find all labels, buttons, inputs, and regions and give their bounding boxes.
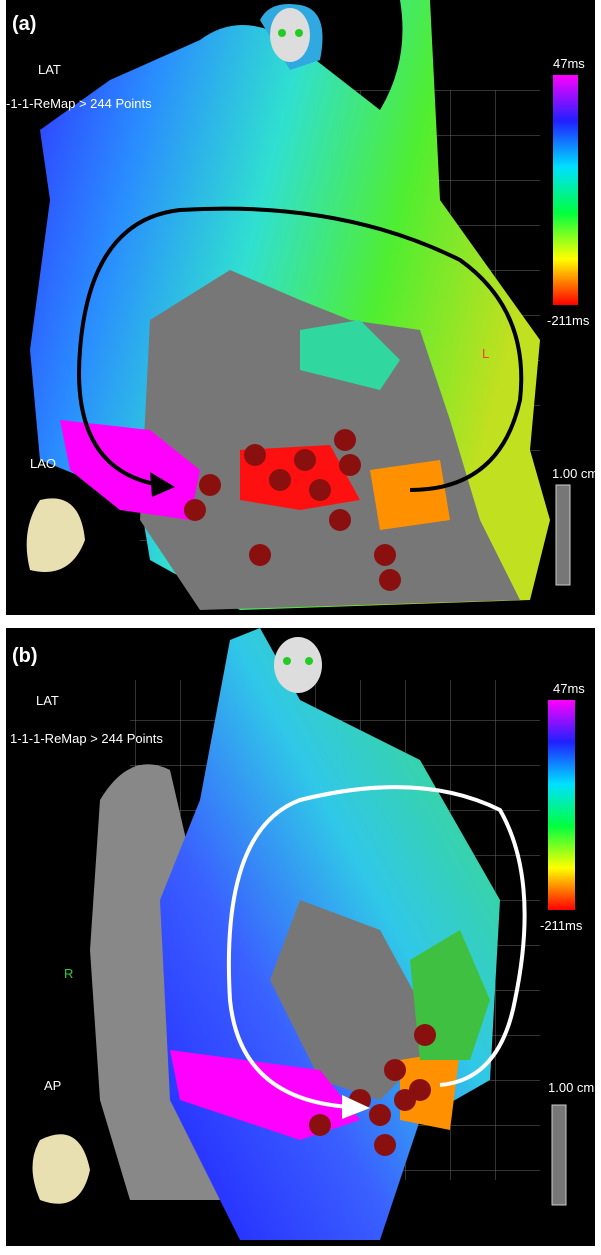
page: {"panels": [ {"label": "(a)", "map_type"… <box>0 0 601 1250</box>
panel-a: (a) LAT -1-1-ReMap > 244 Points 47ms -21… <box>6 0 598 615</box>
figure: (a) LAT -1-1-ReMap > 244 Points 47ms -21… <box>0 0 601 1250</box>
scale-bar-label: 1.00 cm <box>548 1080 594 1095</box>
scale-bar <box>556 485 570 585</box>
scale-min: -211ms <box>547 313 590 328</box>
color-scale <box>553 75 578 305</box>
map-name: -1-1-ReMap > 244 Points <box>6 96 152 111</box>
orientation-face <box>270 8 310 62</box>
view-label: LAO <box>30 456 56 471</box>
map-type: LAT <box>38 62 61 77</box>
map-name: 1-1-1-ReMap > 244 Points <box>10 731 163 746</box>
orange-region <box>370 460 450 530</box>
scale-min: -211ms <box>540 918 583 933</box>
scale-max: 47ms <box>553 681 585 696</box>
color-scale <box>548 700 575 910</box>
marker-label: R <box>64 966 73 981</box>
view-label: AP <box>44 1078 61 1093</box>
panel-label: (a) <box>12 13 36 35</box>
marker-label: L <box>482 346 489 361</box>
scale-bar-label: 1.00 cm <box>552 466 598 481</box>
panel-label: (b) <box>12 645 38 667</box>
scale-bar <box>552 1105 566 1205</box>
map-type: LAT <box>36 693 59 708</box>
orientation-face <box>274 637 322 693</box>
scale-max: 47ms <box>553 56 585 71</box>
panel-b: (b) LAT 1-1-1-ReMap > 244 Points 47ms -2… <box>6 628 595 1246</box>
